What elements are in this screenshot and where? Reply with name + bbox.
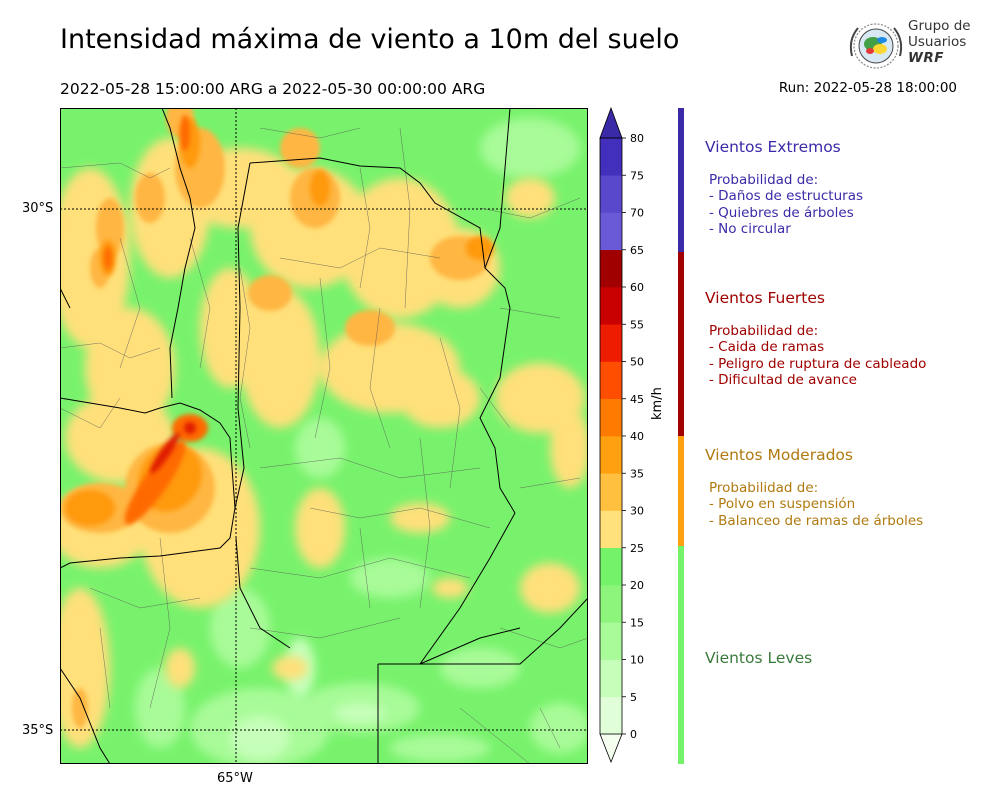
logo-line-2: Usuarios — [908, 34, 967, 50]
category-extreme-item-1: - Daños de estructuras — [709, 188, 864, 205]
category-strong-title: Vientos Fuertes — [705, 289, 825, 307]
category-extreme-item-3: - No circular — [709, 220, 791, 237]
colorbar-tick-label: 80 — [630, 132, 644, 145]
logo-text: Grupo de Usuarios WRF — [908, 18, 971, 66]
colorbar-segment — [600, 510, 622, 549]
colorbar-tick-label: 35 — [630, 467, 644, 480]
category-extreme-desc: Probabilidad de: - Daños de estructuras … — [709, 172, 863, 237]
colorbar-segments — [599, 106, 623, 764]
colorbar-segment — [600, 473, 622, 511]
run-timestamp: Run: 2022-05-28 18:00:00 — [778, 80, 957, 96]
category-bar-extreme — [678, 108, 684, 252]
chart-title: Intensidad máxima de viento a 10m del su… — [60, 24, 680, 55]
wrf-logo-icon — [849, 23, 903, 69]
very-strong-wind-areas — [104, 115, 208, 525]
colorbar-segment — [600, 249, 622, 288]
colorbar-segment — [600, 585, 622, 623]
colorbar-tick-label: 5 — [630, 691, 637, 704]
category-strong-item-2: - Peligro de ruptura de cableado — [709, 355, 927, 372]
category-moderate-intro: Probabilidad de: — [709, 480, 819, 496]
low-wind-areas — [135, 118, 588, 764]
logo-line-1: Grupo de — [908, 18, 971, 34]
colorbar-tick-label: 55 — [630, 318, 644, 331]
colorbar-tick-label: 65 — [630, 244, 644, 257]
colorbar-segment — [600, 138, 622, 176]
colorbar-segment — [600, 436, 622, 474]
province-borders — [60, 108, 588, 764]
category-bar-moderate — [678, 436, 684, 546]
category-strong-item-1: - Caida de ramas — [709, 339, 825, 356]
colorbar-tick-label: 50 — [630, 356, 644, 369]
category-moderate-desc: Probabilidad de: - Polvo en suspensión -… — [709, 480, 923, 529]
colorbar-tick-label: 75 — [630, 169, 644, 182]
colorbar-segment — [600, 622, 622, 660]
forecast-period: 2022-05-28 15:00:00 ARG a 2022-05-30 00:… — [60, 80, 486, 98]
lat-label-30s: 30°S — [22, 201, 54, 216]
map-frame — [60, 108, 588, 764]
colorbar-segment — [600, 659, 622, 698]
lon-label-65w: 65°W — [217, 771, 253, 786]
colorbar-segment — [600, 324, 622, 362]
colorbar-segment — [600, 696, 622, 735]
colorbar-tick-label: 0 — [630, 728, 637, 741]
colorbar-unit-label: km/h — [650, 387, 665, 420]
colorbar-tick-label: 45 — [630, 393, 644, 406]
very-low-wind-areas — [230, 638, 385, 760]
colorbar-ticks: 0 5 10 15 20 25 30 35 40 45 50 55 60 65 70 75 80 — [622, 132, 644, 741]
colorbar-segment — [600, 175, 622, 213]
category-strong-item-3: - Dificultad de avance — [709, 371, 857, 388]
colorbar-tick-label: 20 — [630, 579, 644, 592]
colorbar-segment — [600, 547, 622, 586]
colorbar-segment — [600, 398, 622, 437]
category-extreme-title: Vientos Extremos — [705, 138, 841, 156]
wind-colorbar: 0 5 10 15 20 25 30 35 40 45 50 55 60 65 70 75 80 — [599, 106, 644, 764]
colorbar-extension-high — [599, 106, 623, 139]
category-moderate-item-2: - Balanceo de ramas de árboles — [709, 512, 924, 529]
colorbar-tick-label: 70 — [630, 207, 644, 220]
colorbar-extension-low — [599, 733, 623, 764]
colorbar-segment — [600, 212, 622, 251]
category-extreme-item-2: - Quiebres de árboles — [709, 204, 854, 221]
category-extreme-intro: Probabilidad de: — [709, 172, 819, 188]
category-bar-strong — [678, 252, 684, 436]
category-moderate-item-1: - Polvo en suspensión — [709, 496, 856, 513]
colorbar-tick-label: 25 — [630, 542, 644, 555]
colorbar-tick-label: 40 — [630, 430, 644, 443]
colorbar-segment — [600, 287, 622, 325]
logo-line-3: WRF — [908, 50, 945, 66]
category-strong-desc: Probabilidad de: - Caida de ramas - Peli… — [709, 323, 926, 388]
lat-label-35s: 35°S — [22, 723, 54, 738]
colorbar-tick-label: 30 — [630, 505, 644, 518]
category-moderate-title: Vientos Moderados — [705, 446, 853, 464]
extreme-core-areas — [150, 422, 196, 474]
colorbar-tick-label: 10 — [630, 654, 644, 667]
colorbar-segment — [600, 361, 622, 400]
category-light-title: Vientos Leves — [705, 649, 813, 667]
department-borders — [60, 127, 588, 764]
category-bar-light — [678, 546, 684, 764]
colorbar-tick-label: 15 — [630, 616, 644, 629]
wind-map — [60, 108, 588, 764]
category-color-bar — [678, 108, 684, 764]
category-strong-intro: Probabilidad de: — [709, 323, 819, 339]
colorbar-tick-label: 60 — [630, 281, 644, 294]
